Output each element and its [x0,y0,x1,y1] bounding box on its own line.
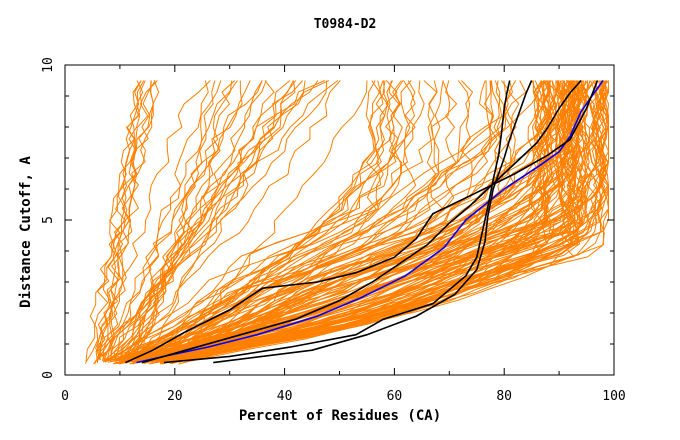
background-model-line [95,80,158,364]
background-model-line [131,80,384,360]
x-tick-label: 80 [496,389,512,404]
black-series-line [141,79,582,364]
background-model-line [132,80,236,362]
background-model-line [133,80,545,359]
axis-ticks: 0 20 40 60 80 100 0 5 10 [41,57,626,404]
background-model-line [129,80,297,360]
background-model-line [173,80,417,361]
background-model-line [84,80,142,364]
background-model-line [102,80,142,361]
background-model-line [138,80,216,362]
y-axis-label: Distance Cutoff, A [18,156,34,308]
background-model-line [106,80,586,362]
background-model-line [146,80,474,359]
background-model-line [110,80,306,363]
background-model-line [106,80,154,360]
background-model-line [127,80,275,361]
blue-series-line [136,80,604,364]
black-series-line [125,80,599,364]
black-series-line [163,80,511,364]
background-model-line [152,80,561,362]
background-model-line [120,80,304,360]
background-model-line [118,80,561,364]
background-model-line [120,80,507,364]
background-model-line [96,80,154,360]
background-model-line [136,80,471,363]
background-model-line [151,80,416,364]
background-model-line [107,80,571,363]
background-model-line [171,80,389,365]
background-model-line [106,80,330,361]
background-model-line [183,80,557,363]
background-model-line [164,80,542,359]
background-model-line [175,80,552,361]
background-model-line [99,80,211,361]
chart-title: T0984-D2 [314,17,377,32]
background-model-line [152,80,399,359]
y-tick-label: 0 [41,371,56,379]
background-model-line [102,80,412,363]
background-model-line [149,80,610,361]
background-model-curves [84,80,610,365]
background-model-line [155,80,527,362]
x-axis-label: Percent of Residues (CA) [239,408,441,424]
background-model-line [156,80,552,363]
background-model-line [169,80,588,365]
background-model-line [168,80,458,362]
background-model-line [115,80,451,360]
background-model-line [104,80,341,363]
x-tick-label: 100 [602,389,625,404]
background-model-line [123,80,579,360]
background-model-line [99,80,263,360]
background-model-line [172,80,579,361]
background-model-line [161,80,609,365]
background-model-line [154,80,558,360]
background-model-line [93,80,319,365]
x-tick-label: 40 [277,389,293,404]
black-series-line [213,80,533,364]
background-model-line [113,80,238,364]
background-model-line [103,80,144,362]
background-model-line [105,80,400,363]
background-model-line [94,80,328,364]
x-tick-label: 20 [167,389,183,404]
background-model-line [171,80,569,360]
background-model-line [137,80,209,360]
y-tick-label: 10 [41,57,56,73]
highlighted-curves [125,79,604,364]
background-model-line [132,80,537,362]
y-tick-label: 5 [41,216,56,224]
background-model-line [178,80,507,364]
x-tick-label: 0 [61,389,69,404]
x-tick-label: 60 [387,389,403,404]
background-model-line [155,80,554,364]
background-model-line [167,80,543,360]
